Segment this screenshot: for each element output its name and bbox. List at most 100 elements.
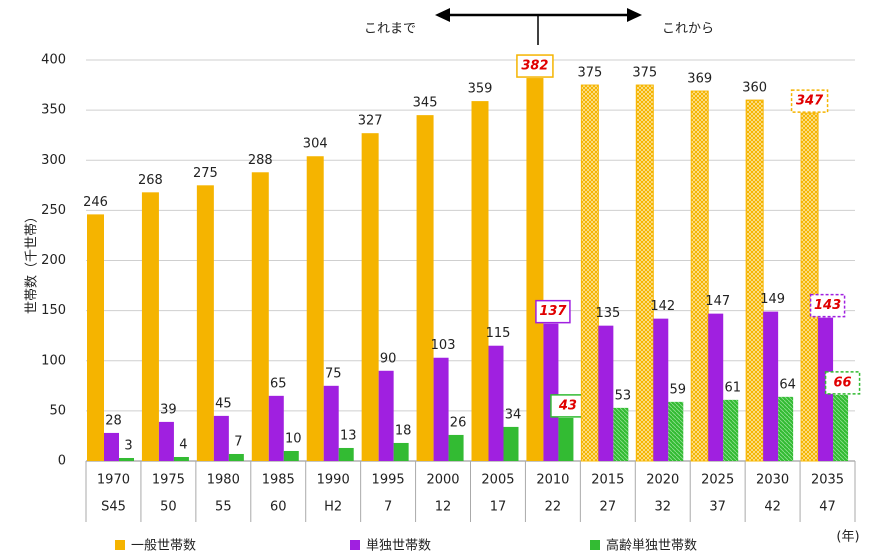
data-label: 39 bbox=[160, 402, 177, 417]
bar bbox=[503, 426, 519, 461]
x-tick-label-era: 42 bbox=[764, 500, 781, 515]
x-tick-label: 1970 bbox=[97, 473, 130, 488]
label-box bbox=[824, 371, 861, 395]
data-label: 375 bbox=[632, 66, 657, 81]
x-tick-label-era: 32 bbox=[654, 500, 671, 515]
x-tick-label-era: 47 bbox=[819, 500, 836, 515]
data-label: 382 bbox=[521, 59, 548, 74]
data-label: 7 bbox=[234, 434, 242, 449]
x-tick-label-era: 60 bbox=[270, 500, 287, 515]
bar bbox=[213, 415, 229, 461]
data-label: 34 bbox=[505, 407, 522, 422]
bar bbox=[448, 434, 464, 461]
y-tick-label: 200 bbox=[41, 253, 66, 268]
data-label: 18 bbox=[395, 423, 412, 438]
data-label: 61 bbox=[724, 380, 741, 395]
label-box bbox=[790, 89, 829, 113]
data-label: 268 bbox=[138, 173, 163, 188]
bar bbox=[778, 396, 794, 461]
x-tick-label: 1995 bbox=[372, 473, 405, 488]
data-label: 90 bbox=[380, 351, 397, 366]
x-tick-label-era: 17 bbox=[490, 500, 507, 515]
bar bbox=[558, 417, 574, 461]
data-label: 45 bbox=[215, 396, 232, 411]
era-arrow bbox=[435, 8, 642, 45]
bar bbox=[433, 357, 449, 461]
y-tick-label: 0 bbox=[58, 454, 66, 469]
legend-label: 単独世帯数 bbox=[366, 538, 431, 554]
data-label: 66 bbox=[834, 375, 852, 390]
bar bbox=[251, 172, 269, 461]
data-label: 369 bbox=[687, 72, 712, 87]
x-tick-label-era: 50 bbox=[160, 500, 177, 515]
label-box bbox=[516, 54, 554, 78]
data-label: 4 bbox=[179, 437, 187, 452]
y-tick-label: 400 bbox=[41, 53, 66, 68]
bar bbox=[173, 456, 189, 461]
bar bbox=[283, 450, 299, 461]
data-label: 288 bbox=[248, 153, 273, 168]
x-tick-label-era: 22 bbox=[545, 500, 562, 515]
bar bbox=[416, 115, 434, 461]
x-tick-label-era: H2 bbox=[324, 500, 342, 515]
x-tick-label-era: S45 bbox=[101, 500, 126, 515]
label-box bbox=[809, 293, 846, 318]
x-tick-label-era: 27 bbox=[600, 500, 617, 515]
bar bbox=[543, 323, 559, 461]
x-tick-label: 2020 bbox=[646, 473, 679, 488]
data-label: 147 bbox=[705, 294, 730, 309]
data-label: 135 bbox=[595, 306, 620, 321]
bar bbox=[580, 84, 599, 462]
data-label: 10 bbox=[285, 431, 302, 446]
bar bbox=[723, 399, 739, 461]
bar bbox=[488, 345, 504, 461]
data-label: 43 bbox=[558, 398, 577, 413]
x-tick-label: 1975 bbox=[152, 473, 185, 488]
bar bbox=[141, 192, 159, 461]
y-tick-label: 50 bbox=[49, 403, 66, 418]
bar bbox=[745, 99, 764, 462]
data-label: 345 bbox=[413, 96, 438, 111]
y-tick-label: 250 bbox=[41, 203, 66, 218]
bar bbox=[361, 133, 379, 461]
bar bbox=[635, 84, 654, 462]
bar bbox=[690, 90, 709, 462]
x-tick-label: 2035 bbox=[811, 473, 844, 488]
bar bbox=[763, 311, 779, 461]
data-label: 65 bbox=[270, 376, 287, 391]
bar bbox=[87, 214, 104, 461]
data-label: 149 bbox=[760, 292, 785, 307]
data-label: 304 bbox=[303, 137, 328, 152]
data-label: 75 bbox=[325, 366, 342, 381]
bar bbox=[228, 453, 244, 461]
x-tick-label-era: 55 bbox=[215, 500, 232, 515]
data-label: 13 bbox=[340, 428, 357, 443]
data-label: 103 bbox=[431, 338, 456, 353]
data-label: 359 bbox=[468, 82, 493, 97]
annotation: これまで bbox=[364, 22, 416, 37]
y-tick-label: 300 bbox=[41, 153, 66, 168]
bar bbox=[708, 313, 724, 461]
bar bbox=[306, 156, 324, 462]
x-tick-label: 2025 bbox=[701, 473, 734, 488]
bar bbox=[196, 185, 214, 461]
bar bbox=[800, 112, 819, 462]
x-tick-label-era: 7 bbox=[384, 500, 392, 515]
data-label: 28 bbox=[105, 413, 122, 428]
legend-label: 一般世帯数 bbox=[131, 538, 196, 554]
legend-swatch bbox=[590, 540, 600, 550]
data-label: 327 bbox=[358, 114, 383, 129]
bar bbox=[598, 325, 614, 461]
label-box bbox=[535, 299, 571, 324]
annotation: これから bbox=[662, 22, 714, 37]
data-label: 59 bbox=[670, 382, 687, 397]
x-tick-label: 1980 bbox=[207, 473, 240, 488]
y-tick-label: 100 bbox=[41, 353, 66, 368]
x-tick-label: 2005 bbox=[481, 473, 514, 488]
data-label: 53 bbox=[615, 388, 632, 403]
x-tick-label: 2000 bbox=[426, 473, 459, 488]
legend-swatch bbox=[350, 540, 360, 550]
bar bbox=[833, 394, 849, 461]
data-label: 246 bbox=[83, 195, 108, 210]
